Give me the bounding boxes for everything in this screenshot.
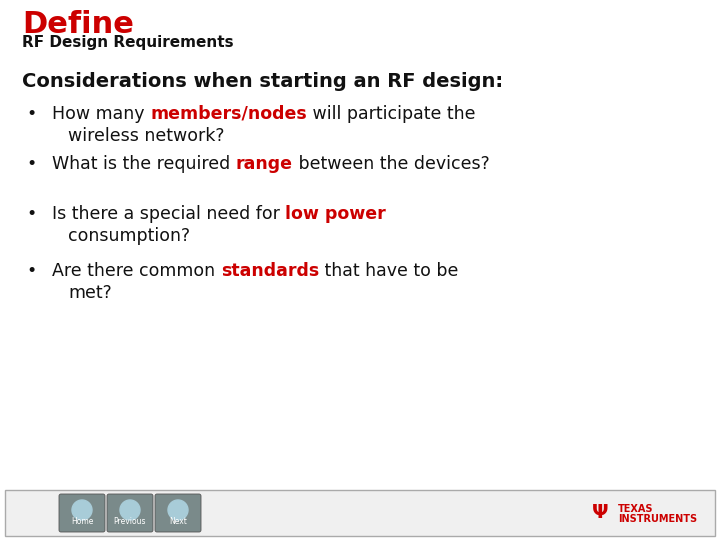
Text: range: range xyxy=(235,155,293,173)
Text: RF Design Requirements: RF Design Requirements xyxy=(22,35,233,50)
FancyBboxPatch shape xyxy=(59,494,105,532)
Circle shape xyxy=(72,500,92,520)
Text: Are there common: Are there common xyxy=(52,262,220,280)
Text: standards: standards xyxy=(220,262,319,280)
Text: members/nodes: members/nodes xyxy=(150,105,307,123)
Circle shape xyxy=(168,500,188,520)
Text: Define: Define xyxy=(22,10,134,39)
FancyBboxPatch shape xyxy=(155,494,201,532)
Text: between the devices?: between the devices? xyxy=(293,155,490,173)
Text: INSTRUMENTS: INSTRUMENTS xyxy=(618,514,697,524)
Text: Is there a special need for: Is there a special need for xyxy=(52,205,285,223)
Text: will participate the: will participate the xyxy=(307,105,475,123)
Text: consumption?: consumption? xyxy=(68,227,190,245)
Circle shape xyxy=(120,500,140,520)
Text: low power: low power xyxy=(285,205,386,223)
Text: What is the required: What is the required xyxy=(52,155,235,173)
Text: •: • xyxy=(26,155,36,173)
Text: •: • xyxy=(26,105,36,123)
Text: How many: How many xyxy=(52,105,150,123)
Text: met?: met? xyxy=(68,284,112,302)
Text: that have to be: that have to be xyxy=(319,262,458,280)
Text: •: • xyxy=(26,205,36,223)
Text: Considerations when starting an RF design:: Considerations when starting an RF desig… xyxy=(22,72,503,91)
Text: Next: Next xyxy=(169,517,187,526)
FancyBboxPatch shape xyxy=(107,494,153,532)
Text: wireless network?: wireless network? xyxy=(68,127,225,145)
Text: Home: Home xyxy=(71,517,93,526)
FancyBboxPatch shape xyxy=(5,490,715,536)
Text: Ψ: Ψ xyxy=(592,503,608,523)
Text: •: • xyxy=(26,262,36,280)
Text: Previous: Previous xyxy=(114,517,146,526)
Text: TEXAS: TEXAS xyxy=(618,504,654,514)
